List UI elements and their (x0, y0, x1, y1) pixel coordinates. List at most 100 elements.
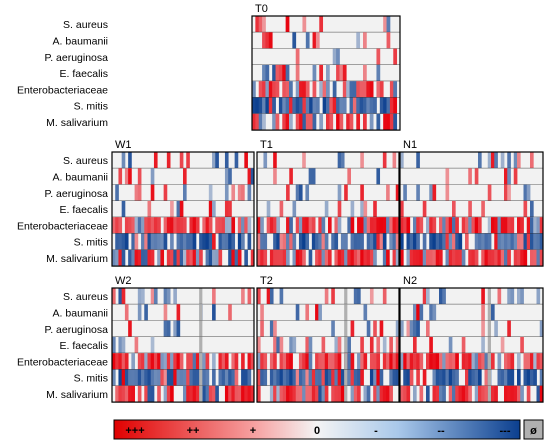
heatmap-cell (183, 385, 187, 403)
heatmap-cell (268, 97, 273, 114)
heatmap-cell (118, 233, 123, 250)
heatmap-cell (487, 152, 492, 169)
heatmap-cell (357, 217, 361, 234)
heatmap-cell (536, 385, 541, 403)
heatmap-cell (183, 168, 187, 185)
heatmap-cell (478, 217, 482, 234)
heatmap-cell (376, 217, 381, 234)
heatmap-cell (389, 385, 393, 403)
heatmap-cell (468, 200, 472, 218)
heatmap-cell (386, 97, 391, 114)
heatmap-cell (137, 184, 142, 201)
heatmap-cell (416, 249, 420, 267)
heatmap-cell (445, 369, 450, 386)
heatmap-cell (305, 113, 310, 131)
heatmap-cell (269, 249, 274, 267)
heatmap-cell (334, 385, 339, 403)
heatmap-cell (150, 168, 155, 185)
row-label: S. aureus (63, 19, 108, 31)
heatmap-cell (497, 249, 502, 267)
heatmap-cell (350, 385, 355, 403)
heatmap-cell (373, 233, 377, 250)
heatmap-cell (403, 353, 407, 370)
heatmap-cell (262, 113, 266, 131)
heatmap-cell (215, 217, 219, 234)
heatmap-cell (276, 336, 280, 354)
heatmap-cell (429, 249, 433, 267)
heatmap-cell (337, 184, 342, 201)
heatmap-cell (189, 385, 194, 403)
heatmap-cell (331, 233, 335, 250)
heatmap-cell (244, 369, 248, 386)
heatmap-cell (166, 217, 171, 234)
heatmap-cell (452, 249, 456, 267)
heatmap-cell (526, 385, 531, 403)
heatmap-cell (432, 249, 437, 267)
heatmap-cell (224, 353, 229, 370)
heatmap-cell (536, 217, 541, 234)
heatmap-cell (309, 113, 313, 131)
heatmap-cell (497, 353, 502, 370)
legend-gradient-bar (113, 419, 521, 440)
heatmap-cell (497, 288, 502, 305)
row-label: M. salivarium (46, 253, 108, 265)
heatmap-cell (500, 217, 505, 234)
heatmap-cell (376, 385, 381, 403)
heatmap-cell (471, 249, 476, 267)
heatmap-cell (376, 336, 381, 354)
heatmap-cell (328, 249, 332, 267)
heatmap-cell (115, 385, 119, 403)
heatmap-cell (331, 353, 335, 370)
heatmap-cell (289, 233, 293, 250)
heatmap-cell (465, 217, 469, 234)
heatmap-cell (386, 16, 391, 33)
heatmap-cell (382, 217, 387, 234)
heatmap-cell (379, 217, 384, 234)
heatmap-cell (336, 113, 340, 131)
heatmap-cell (340, 249, 345, 267)
heatmap-cell (409, 353, 414, 370)
heatmap-cell (170, 353, 174, 370)
heatmap-cell (369, 113, 374, 131)
heatmap-cell (376, 81, 381, 98)
heatmap-cell (289, 336, 293, 354)
heatmap-cell (363, 304, 368, 321)
heatmap-cell (337, 385, 342, 403)
heatmap-cell (202, 233, 206, 250)
heatmap-cell (386, 32, 391, 49)
heatmap-cell (141, 353, 145, 370)
heatmap-cell (357, 385, 361, 403)
heatmap-cell (308, 353, 313, 370)
heatmap-cell (186, 152, 190, 169)
heatmap-cell (289, 217, 293, 234)
row-label: M. salivarium (46, 389, 108, 401)
heatmap-cell (363, 249, 368, 267)
heatmap-panel-n1: N1 (399, 139, 544, 267)
heatmap-cell (272, 113, 276, 131)
heatmap-cell (494, 217, 498, 234)
heatmap-cell (144, 249, 148, 267)
row-label: S. mitis (74, 101, 108, 113)
heatmap-cell (400, 353, 404, 370)
heatmap-cell (289, 81, 293, 98)
heatmap-cell (432, 304, 437, 321)
heatmap-cell (435, 369, 440, 386)
heatmap-cell (334, 233, 339, 250)
heatmap-cell (432, 184, 437, 201)
heatmap-cell-missing (199, 353, 203, 370)
heatmap-cell (299, 81, 303, 98)
heatmap-cell (292, 336, 297, 354)
heatmap-cell (247, 233, 252, 250)
heatmap-cell (403, 369, 407, 386)
heatmap-cell (315, 369, 319, 386)
heatmap-cell (344, 249, 348, 267)
heatmap-cell (257, 385, 261, 403)
heatmap-cell (279, 249, 284, 267)
heatmap-cell (273, 217, 277, 234)
heatmap-cell (416, 304, 420, 321)
heatmap-cell (231, 233, 236, 250)
heatmap-cell (257, 336, 261, 354)
heatmap-cell (192, 233, 197, 250)
heatmap-cell (353, 249, 358, 267)
heatmap-cell (282, 233, 287, 250)
